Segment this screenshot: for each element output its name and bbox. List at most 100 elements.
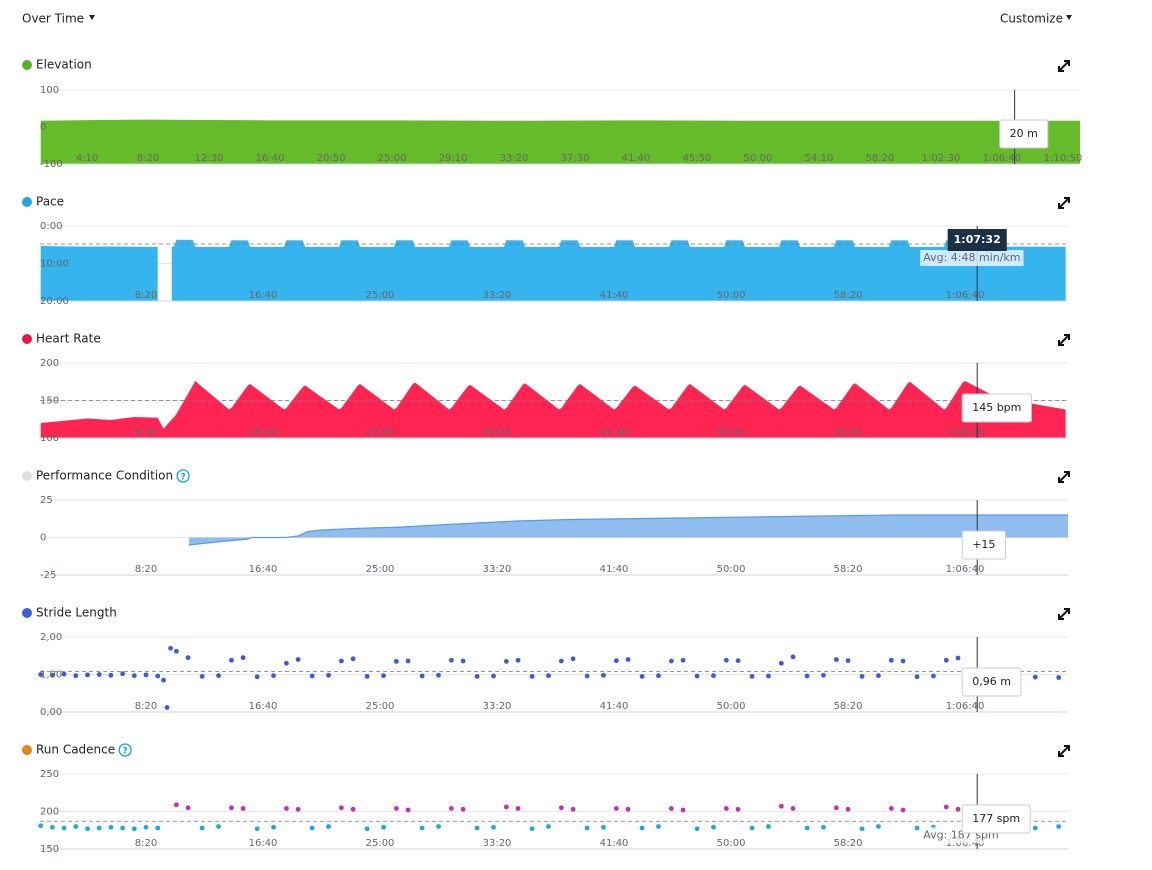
point bbox=[546, 824, 551, 829]
expand-icon[interactable] bbox=[1058, 745, 1070, 757]
point bbox=[96, 672, 102, 677]
x-tick-label: 33:20 bbox=[483, 290, 512, 301]
x-tick-label: 33:20 bbox=[500, 153, 529, 164]
point bbox=[271, 673, 276, 679]
point bbox=[309, 825, 315, 831]
point bbox=[393, 806, 399, 811]
point bbox=[656, 824, 661, 829]
x-tick-label: 58:20 bbox=[834, 701, 863, 712]
point bbox=[821, 824, 826, 830]
point bbox=[778, 660, 784, 666]
point bbox=[668, 806, 674, 811]
point bbox=[888, 806, 894, 811]
x-tick-label: 16:40 bbox=[249, 838, 278, 849]
hover-time-text: 1:07:32 bbox=[954, 233, 1001, 246]
point bbox=[174, 648, 179, 654]
x-tick-label: 16:40 bbox=[256, 153, 285, 164]
point bbox=[419, 673, 425, 679]
point bbox=[584, 825, 590, 831]
x-tick-label: 16:40 bbox=[249, 290, 278, 301]
x-tick-label: 41:40 bbox=[600, 701, 629, 712]
point bbox=[711, 824, 716, 830]
expand-icon[interactable] bbox=[1058, 608, 1070, 620]
customize-button[interactable]: Customize bbox=[1000, 12, 1063, 26]
average-label: Avg: 4:48 min/km bbox=[920, 250, 1024, 266]
view-selector[interactable]: Over Time bbox=[22, 12, 84, 26]
y-tick-label: 100 bbox=[40, 433, 59, 444]
legend-dot bbox=[22, 334, 32, 344]
hover-time: 1:07:32 bbox=[947, 229, 1007, 251]
legend-dot bbox=[22, 471, 32, 481]
point bbox=[876, 824, 881, 829]
point bbox=[254, 674, 260, 680]
point bbox=[326, 672, 331, 678]
x-tick-label: 33:20 bbox=[483, 838, 512, 849]
point bbox=[405, 658, 411, 664]
help-icon[interactable] bbox=[176, 469, 190, 483]
point bbox=[735, 806, 741, 812]
point bbox=[448, 657, 454, 663]
x-tick-label: 1:06:40 bbox=[946, 838, 985, 849]
point bbox=[460, 658, 466, 664]
point bbox=[38, 823, 44, 829]
expand-icon[interactable] bbox=[1058, 60, 1070, 72]
x-tick-label: 50:00 bbox=[717, 564, 746, 575]
point bbox=[749, 825, 755, 831]
point bbox=[613, 658, 619, 664]
point bbox=[216, 824, 221, 829]
point bbox=[143, 672, 149, 678]
point bbox=[845, 658, 851, 664]
point bbox=[735, 658, 741, 664]
x-tick-label: 45:50 bbox=[683, 153, 712, 164]
point bbox=[381, 824, 386, 830]
point bbox=[199, 673, 205, 679]
area bbox=[40, 381, 1066, 438]
legend-dot bbox=[22, 745, 32, 755]
expand-icon[interactable] bbox=[1058, 334, 1070, 346]
x-tick-label: 58:20 bbox=[866, 153, 895, 164]
point bbox=[284, 806, 289, 811]
point bbox=[601, 672, 606, 678]
point bbox=[254, 826, 260, 832]
x-tick-label: 16:40 bbox=[249, 701, 278, 712]
help-icon[interactable] bbox=[118, 743, 132, 757]
y-tick-label: -25 bbox=[40, 570, 56, 581]
point bbox=[668, 658, 674, 664]
point bbox=[240, 655, 246, 661]
point bbox=[326, 824, 331, 829]
point bbox=[790, 806, 796, 811]
dropdown-arrow bbox=[89, 15, 95, 20]
y-tick-label: 200 bbox=[40, 807, 59, 818]
tooltip: 20 m bbox=[999, 119, 1049, 149]
help-icon-text: ? bbox=[181, 473, 186, 483]
point bbox=[474, 825, 480, 831]
point bbox=[515, 806, 521, 811]
point bbox=[694, 673, 700, 679]
point bbox=[821, 672, 826, 678]
x-tick-label: 41:40 bbox=[600, 290, 629, 301]
y-tick-label: 0 bbox=[40, 533, 46, 544]
point bbox=[131, 673, 137, 679]
point bbox=[1032, 674, 1038, 680]
point bbox=[804, 673, 810, 679]
point bbox=[381, 673, 386, 679]
point bbox=[295, 806, 301, 812]
y-tick-label: 10:00 bbox=[40, 259, 69, 270]
y-tick-label: 25 bbox=[40, 495, 53, 506]
point bbox=[778, 803, 784, 809]
y-tick-label: 0:00 bbox=[40, 221, 62, 232]
y-tick-label: 0,00 bbox=[40, 707, 62, 718]
expand-icon[interactable] bbox=[1058, 197, 1070, 209]
x-tick-label: 8:20 bbox=[137, 153, 159, 164]
x-tick-label: 12:30 bbox=[195, 153, 224, 164]
point bbox=[284, 660, 289, 666]
point bbox=[240, 806, 246, 811]
x-tick-label: 8:20 bbox=[135, 564, 157, 575]
y-tick-label: 20:00 bbox=[40, 296, 69, 307]
point bbox=[749, 673, 755, 679]
point bbox=[85, 826, 90, 832]
point bbox=[859, 673, 865, 679]
point bbox=[955, 655, 961, 661]
expand-icon[interactable] bbox=[1058, 471, 1070, 483]
point bbox=[1032, 825, 1038, 831]
